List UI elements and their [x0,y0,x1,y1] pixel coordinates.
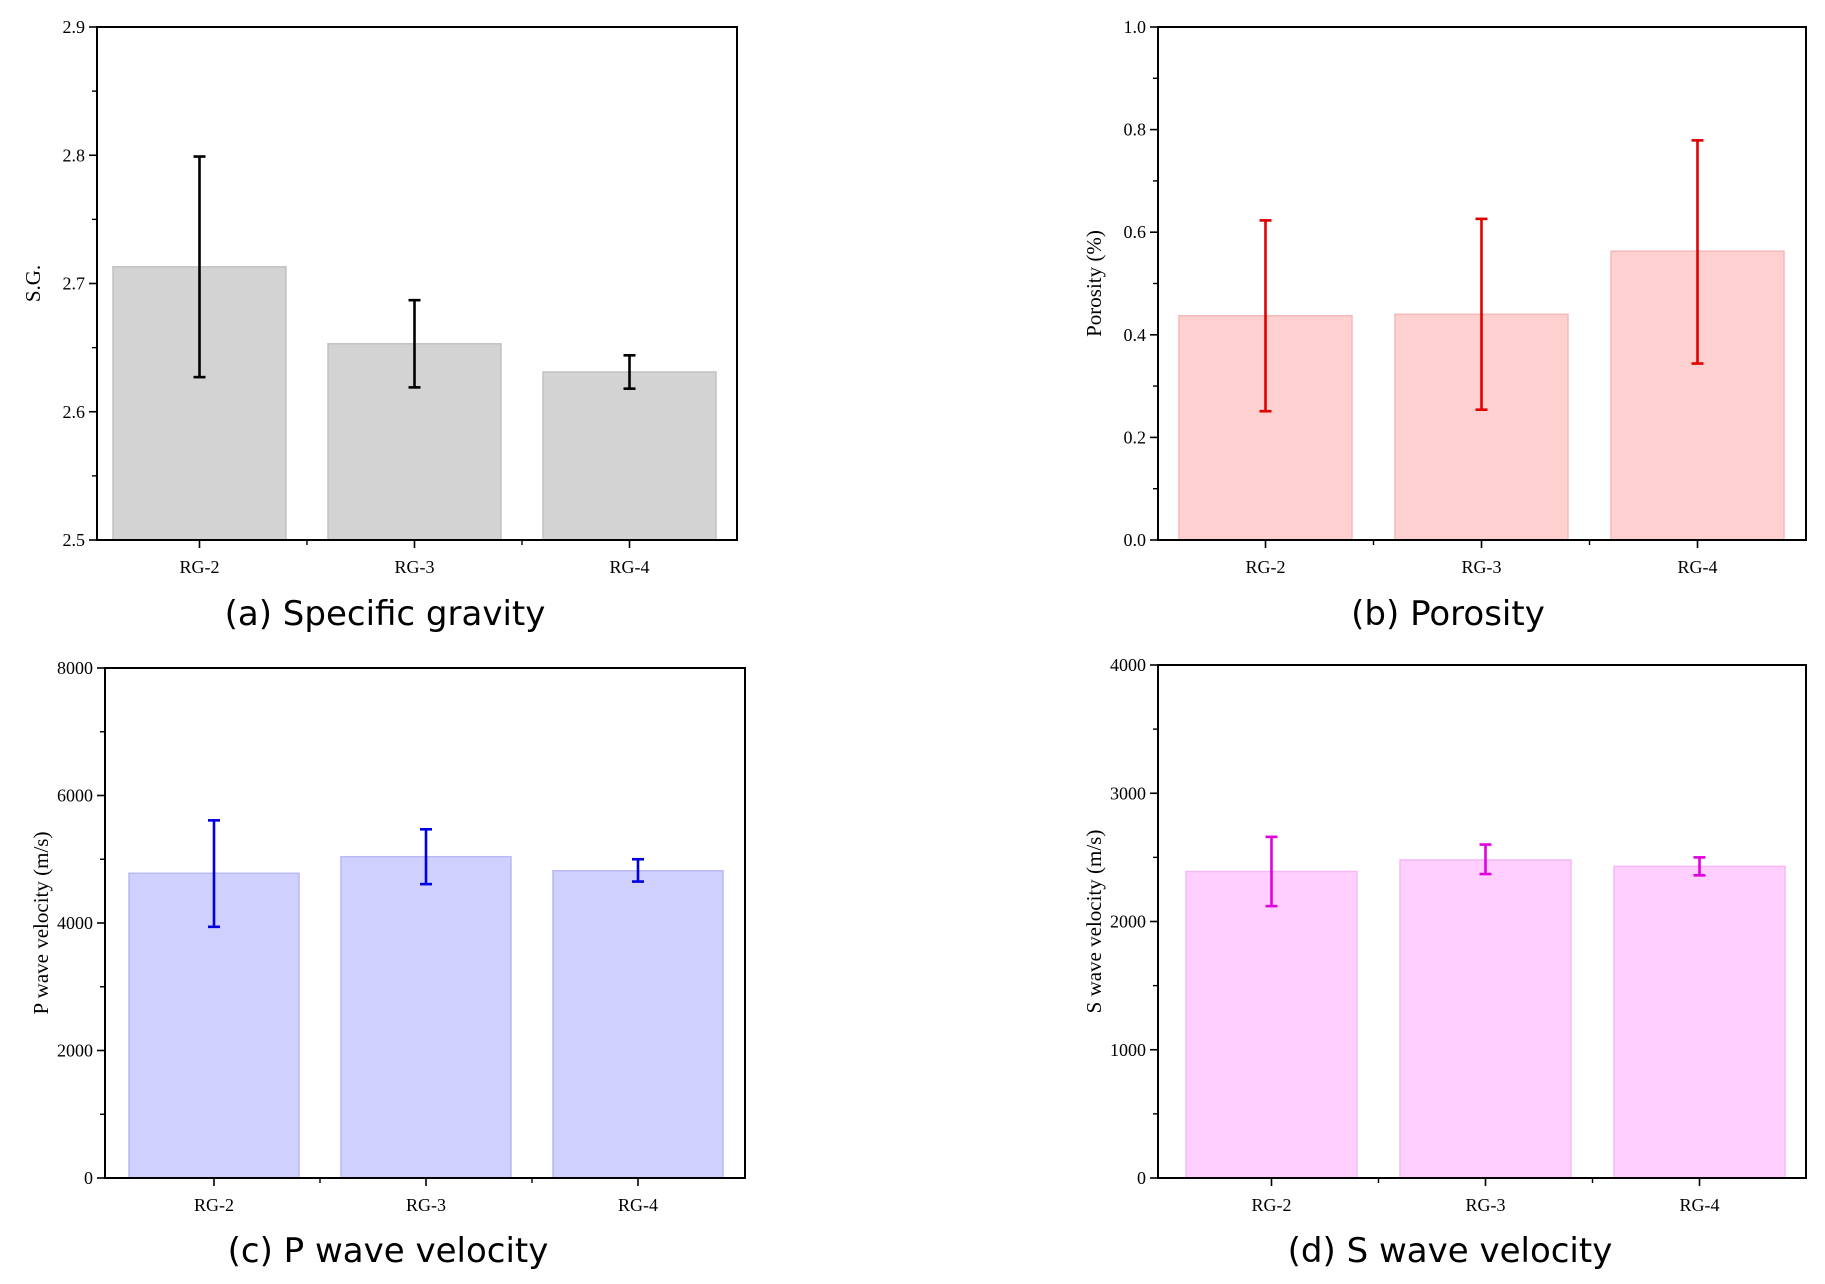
y-tick-label: 4000 [1110,655,1146,675]
y-tick-label: 0.0 [1124,530,1147,550]
chart-title: (b) Porosity [1351,594,1545,634]
x-tick-label: RG-2 [194,1195,234,1215]
error-bar-rg-2 [1265,835,1278,908]
y-tick-label: 0.6 [1124,222,1147,242]
x-tick-label: RG-2 [1252,1195,1292,1215]
y-axis-label: P wave velocity (m/s) [29,832,53,1015]
error-bar-rg-4 [632,857,644,883]
x-tick-label: RG-4 [610,557,650,577]
y-tick-label: 0.2 [1124,427,1147,447]
chart-panel-a: 2.5 2.6 2.7 2.8 2.9 RG-2 RG-3 RG-4 S.G. (a) Speci… [21,17,738,634]
y-tick-label: 2000 [1110,912,1146,932]
y-axis-label: Porosity (%) [1082,230,1106,337]
bar-rg-4 [542,371,717,541]
bar-rg-4 [1613,865,1786,1179]
chart-panel-b: 0.0 0.2 0.4 0.6 0.8 1.0 RG-2 RG-3 RG-4 Porosity (… [1082,17,1807,634]
y-axis-label: S wave velocity (m/s) [1082,830,1106,1014]
error-bar-rg-2 [193,155,206,379]
y-tick-label: 0 [1137,1168,1146,1188]
chart-title: (d) S wave velocity [1288,1231,1613,1271]
y-tick-label: 8000 [57,658,93,678]
y-tick-label: 4000 [57,913,93,933]
y-tick-label: 0 [84,1168,93,1188]
error-bar-rg-2 [208,819,220,929]
bar-rg-3 [1399,859,1572,1179]
x-tick-label: RG-4 [618,1195,658,1215]
bar-rg-2 [1185,870,1358,1179]
y-tick-label: 2.6 [63,402,86,422]
y-tick-label: 2.5 [63,530,86,550]
error-bar-rg-3 [1479,843,1492,876]
x-tick-label: RG-3 [1466,1195,1506,1215]
chart-title: (c) P wave velocity [228,1231,549,1271]
error-bar-rg-4 [1693,856,1706,877]
chart-panel-c: 0 2000 4000 6000 8000 RG-2 RG-3 RG-4 P wave velo… [29,658,746,1271]
x-tick-label: RG-3 [406,1195,446,1215]
error-bar-rg-4 [1691,139,1704,365]
y-tick-label: 2.7 [63,274,86,294]
y-tick-label: 3000 [1110,783,1146,803]
y-tick-label: 1000 [1110,1040,1146,1060]
x-tick-label: RG-3 [395,557,435,577]
error-bar-rg-3 [1475,217,1488,411]
x-tick-label: RG-2 [180,557,220,577]
bar-rg-3 [340,855,512,1179]
x-tick-label: RG-3 [1462,557,1502,577]
error-bar-rg-3 [420,827,432,886]
chart-panel-d: 0 1000 2000 3000 4000 RG-2 RG-3 RG-4 S wave velo… [1082,655,1807,1271]
chart-title: (a) Specific gravity [225,594,546,634]
y-tick-label: 2000 [57,1041,93,1061]
x-tick-label: RG-2 [1246,557,1286,577]
y-tick-label: 2.8 [63,145,86,165]
x-tick-label: RG-4 [1678,557,1718,577]
error-bar-rg-4 [623,354,636,390]
y-axis-label: S.G. [21,265,45,302]
x-tick-label: RG-4 [1680,1195,1720,1215]
y-tick-label: 1.0 [1124,17,1147,37]
error-bar-rg-3 [408,298,421,389]
y-tick-label: 6000 [57,786,93,806]
error-bar-rg-2 [1259,219,1272,413]
y-tick-label: 0.4 [1124,325,1147,345]
y-tick-label: 2.9 [63,17,86,37]
y-tick-label: 0.8 [1124,120,1147,140]
bar-rg-4 [552,869,724,1179]
